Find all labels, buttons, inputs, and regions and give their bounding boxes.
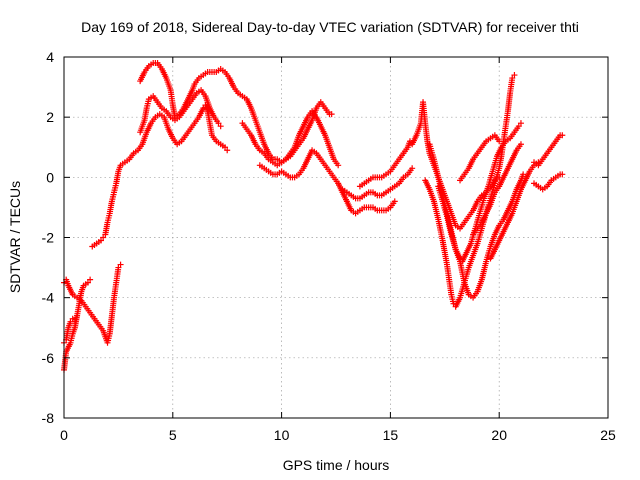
x-tick-label: 10 (274, 427, 290, 443)
y-tick-label: -6 (42, 350, 55, 366)
y-axis-label: SDTVAR / TECUs (7, 181, 23, 293)
data-point (509, 75, 516, 82)
y-tick-label: -4 (42, 290, 55, 306)
y-tick-label: 2 (46, 109, 54, 125)
data-point (496, 138, 503, 145)
series-8 (339, 165, 416, 202)
y-tick-label: -8 (42, 410, 55, 426)
series-13 (426, 120, 524, 265)
data-point (517, 141, 524, 148)
series-0 (61, 276, 94, 373)
data-point (559, 132, 566, 139)
series-17 (531, 132, 566, 169)
y-tick-label: 0 (46, 169, 54, 185)
data-point (409, 165, 416, 172)
data-point (559, 171, 566, 178)
data-point (224, 147, 231, 154)
series-7 (256, 147, 398, 217)
y-tick-label: 4 (46, 49, 54, 65)
data-point (200, 105, 207, 112)
data-point (74, 312, 81, 319)
chart-title: Day 169 of 2018, Sidereal Day-to-day VTE… (81, 19, 579, 35)
series-15 (457, 132, 503, 184)
data-points (61, 60, 566, 373)
x-tick-label: 25 (600, 427, 616, 443)
x-tick-label: 20 (491, 427, 507, 443)
x-tick-labels: 0 5 10 15 20 25 (60, 427, 616, 443)
data-point (215, 120, 222, 127)
data-point (328, 111, 335, 118)
series-6 (239, 108, 342, 169)
data-point (222, 144, 229, 151)
axis-ticks (63, 56, 609, 419)
series-4 (137, 87, 224, 136)
series-3 (89, 102, 231, 250)
y-tick-label: -2 (42, 230, 55, 246)
series-14 (470, 141, 524, 238)
x-tick-label: 15 (383, 427, 399, 443)
data-point (97, 237, 104, 244)
series-1 (61, 261, 124, 346)
data-point (450, 300, 457, 307)
data-point (69, 315, 76, 322)
data-point (406, 138, 413, 145)
data-point (217, 123, 224, 130)
data-point (84, 279, 91, 286)
data-point (391, 198, 398, 205)
data-point (87, 276, 94, 283)
data-point (511, 72, 518, 79)
data-point (117, 261, 124, 268)
series-9 (356, 138, 413, 190)
data-point (520, 171, 527, 178)
series-11 (422, 72, 518, 310)
x-tick-label: 0 (60, 427, 68, 443)
data-point (335, 162, 342, 169)
x-tick-label: 5 (169, 427, 177, 443)
data-point (115, 264, 122, 271)
data-point (100, 234, 107, 241)
series-18 (531, 171, 566, 193)
data-point (457, 255, 464, 262)
data-point (515, 123, 522, 130)
series-2 (61, 312, 81, 346)
data-point (517, 120, 524, 127)
x-axis-label: GPS time / hours (283, 457, 390, 473)
y-tick-labels: -8 -6 -4 -2 0 2 4 (42, 49, 55, 426)
